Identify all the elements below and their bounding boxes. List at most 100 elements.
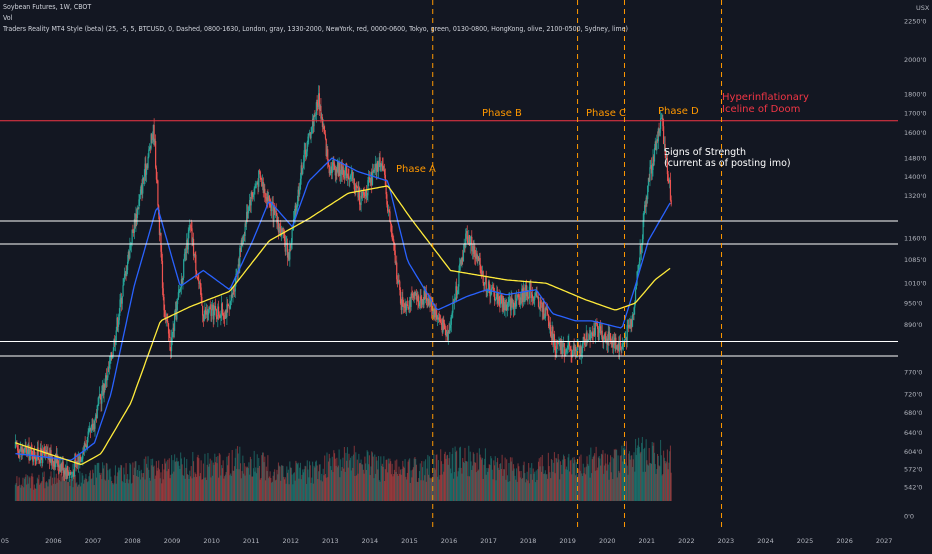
volume-bar [575,462,577,501]
volume-bar [557,453,559,501]
candle-body [622,344,624,350]
candle-body [310,133,312,139]
candle-body [584,345,587,347]
candle-body [252,195,254,198]
candle-body [75,460,77,464]
volume-bar [642,471,644,501]
volume-bar [603,465,606,501]
candle-body [644,205,647,208]
candle-body [271,201,273,204]
candle-body [351,172,353,174]
volume-bar [265,466,267,501]
candle-body [179,289,181,291]
candle-body [124,271,126,274]
candle-body [246,211,248,224]
candle-body [387,210,389,212]
volume-bar [655,473,657,501]
volume-bar [137,476,139,501]
candle-body [47,451,49,459]
candle-body [274,205,276,212]
volume-bar [202,479,204,501]
candle-body [412,294,414,296]
candle-body [298,189,300,195]
candle-body [189,225,191,230]
volume-indicator-label[interactable]: Vol [3,14,13,22]
candle-body [377,162,380,172]
candle-body [469,237,471,246]
volume-bar [269,471,271,501]
candle-body [85,445,87,447]
candle-body [470,236,472,238]
candle-body [311,118,314,128]
volume-bar [497,457,499,501]
candle-body [518,295,520,300]
candle-body [352,172,354,180]
volume-bar [364,456,366,501]
candle-body [356,187,358,189]
candle-body [295,205,297,211]
candle-body [399,290,402,304]
volume-bar [145,456,147,501]
candle-body [509,298,511,300]
candle-body [134,218,136,227]
volume-bar [264,456,266,501]
candle-body [587,339,589,341]
candle-body [311,127,313,134]
volume-bar [396,459,398,501]
candle-body [34,458,36,460]
volume-bar [663,457,665,501]
volume-bar [15,482,17,501]
hyperinflation-label-line2: Iceline of Doom [722,104,800,115]
candle-body [324,134,327,139]
volume-bar [411,477,413,501]
volume-bar [613,458,615,501]
volume-bar [315,461,317,501]
candle-body [340,174,342,176]
candle-body [302,168,304,174]
volume-bar [186,459,188,501]
candle-body [418,301,420,307]
candle-body [317,103,319,107]
volume-bar [627,474,629,501]
candle-body [316,102,318,104]
candle-body [394,250,396,263]
candle-body [161,260,164,289]
candle-body [532,298,534,301]
volume-bar [42,476,44,501]
candle-body [609,333,612,342]
candle-body [247,210,249,219]
volume-bar [481,459,483,501]
candle-body [148,149,150,157]
volume-bar [598,455,600,501]
volume-bar [291,474,293,501]
volume-bar [509,481,511,501]
candle-body [291,230,293,243]
volume-bar [490,456,492,501]
candle-body [331,165,333,173]
symbol-title[interactable]: Soybean Futures, 1W, CBOT [3,3,92,11]
volume-bar [244,475,246,501]
volume-bar [469,451,471,501]
volume-bar [581,475,584,501]
currency-label: USX [916,4,930,12]
volume-bar [227,465,229,501]
candle-body [309,132,311,139]
candle-body [38,458,40,460]
volume-bar [464,447,466,501]
volume-bar [153,465,155,501]
volume-bar [133,467,135,501]
candle-body [605,338,607,344]
candle-body [479,258,481,271]
candle-body [214,306,216,312]
volume-bar [382,466,384,501]
candle-body [564,354,566,356]
volume-bar [108,469,110,501]
candle-body [409,300,411,307]
volume-bar [666,449,668,501]
candle-body [572,345,574,351]
candle-body [659,118,662,130]
volume-bar [317,479,319,501]
indicator-settings-label[interactable]: Traders Reality MT4 Style (beta) (25, -5… [3,25,628,33]
